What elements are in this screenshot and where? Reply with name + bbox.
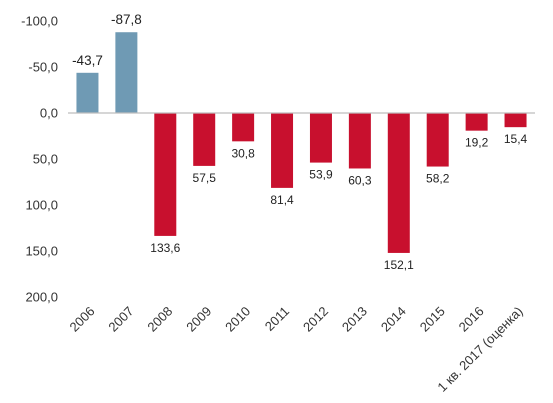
data-label: 53,9 [309, 168, 333, 182]
data-label: 19,2 [465, 136, 489, 150]
data-label: 81,4 [270, 193, 294, 207]
y-tick-label: 50,0 [33, 152, 58, 167]
y-tick-label: -50,0 [28, 60, 58, 75]
data-label: 58,2 [426, 172, 450, 186]
bar-2016 [465, 113, 488, 131]
x-tick-label: 2007 [105, 304, 136, 335]
bar-2015 [426, 113, 449, 167]
data-label: -87,8 [111, 12, 142, 27]
x-tick-label: 2014 [378, 304, 409, 335]
bar-2008 [154, 113, 177, 236]
y-tick-label: 0,0 [40, 106, 58, 121]
x-tick-label: 2016 [456, 304, 487, 335]
y-axis-ticks: -100,0 -50,0 0,0 50,0 100,0 150,0 200,0 [21, 14, 58, 305]
bar-2007 [115, 32, 138, 113]
x-tick-label: 2012 [300, 304, 331, 335]
y-tick-label: -100,0 [21, 14, 58, 29]
x-tick-label: 2010 [222, 304, 253, 335]
bar-1 [504, 113, 527, 128]
data-label: -43,7 [72, 53, 103, 68]
x-axis-ticks: 2006 2007 2008 2009 2010 2011 2012 2013 2014 2015… [67, 304, 526, 395]
bar-2006 [76, 72, 99, 113]
bar-2014 [387, 113, 410, 253]
data-label: 30,8 [231, 146, 255, 160]
bar-2011 [271, 113, 294, 188]
x-tick-label: 2015 [417, 304, 448, 335]
data-label: 15,4 [504, 132, 528, 146]
bar-2013 [348, 113, 371, 169]
x-tick-label: 2011 [262, 304, 292, 334]
x-tick-label: 2008 [144, 304, 175, 335]
bars [76, 32, 527, 253]
bar-2012 [309, 113, 332, 163]
data-label: 60,3 [348, 173, 372, 187]
data-label: 133,6 [150, 241, 180, 255]
y-tick-label: 200,0 [25, 290, 58, 305]
data-label: 57,5 [193, 171, 217, 185]
x-tick-label: 2013 [339, 304, 370, 335]
y-tick-label: 100,0 [25, 198, 58, 213]
bar-2010 [232, 113, 255, 142]
y-tick-label: 150,0 [25, 244, 58, 259]
x-tick-label: 2009 [183, 304, 214, 335]
bar-2009 [193, 113, 216, 166]
data-label: 152,1 [384, 258, 414, 272]
data-labels: -43,7 -87,8 133,6 57,5 30,8 81,4 53,9 60,3 152,1… [72, 12, 527, 272]
x-tick-label: 2006 [67, 304, 98, 335]
